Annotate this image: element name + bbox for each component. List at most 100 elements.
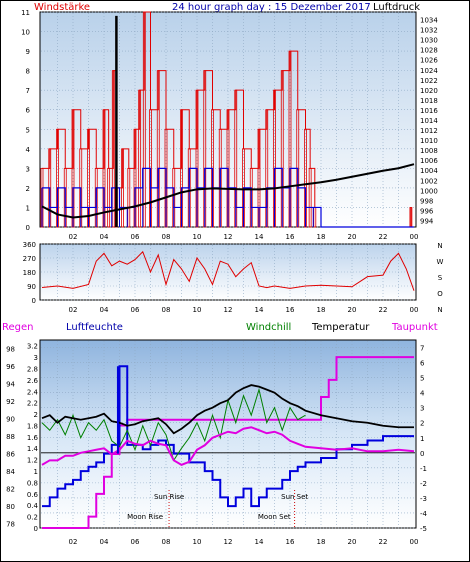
- taupunkt-y-tick: 6: [420, 360, 425, 368]
- direction-y-tick: 270: [23, 255, 36, 263]
- humidity-y-tick: 88: [6, 433, 15, 441]
- wind-y-tick: 4: [26, 146, 31, 154]
- pressure-y-tick: 1028: [420, 47, 438, 55]
- regen-y-tick: 1.6: [27, 434, 39, 442]
- wind-y-tick: 0: [26, 224, 30, 232]
- pressure-y-tick: 1014: [420, 117, 438, 125]
- bottom-x-tick: 06: [131, 538, 140, 546]
- pressure-y-tick: 994: [420, 217, 434, 225]
- humidity-y-tick: 86: [6, 451, 15, 459]
- pressure-y-tick: 1004: [420, 167, 438, 175]
- rain-line: [42, 356, 414, 529]
- pressure-line: [41, 163, 415, 219]
- regen-y-tick: 0.2: [27, 514, 38, 522]
- humidity-y-tick: 94: [6, 381, 15, 389]
- pressure-y-tick: 1016: [420, 107, 438, 115]
- taupunkt-y-tick: -4: [420, 510, 428, 518]
- regen-label: Regen: [2, 322, 34, 333]
- pressure-y-tick: 1012: [420, 127, 438, 135]
- humidity-line: [42, 365, 414, 508]
- sun-rise-label: Sun Rise: [154, 493, 184, 501]
- pressure-y-tick: 1024: [420, 67, 438, 75]
- bottom-x-tick: 20: [348, 538, 357, 546]
- humidity-y-tick: 96: [6, 363, 15, 371]
- wind-x-tick: 04: [100, 233, 109, 241]
- direction-y-tick: 90: [27, 283, 36, 291]
- wind-x-tick: 12: [224, 233, 233, 241]
- wind-y-tick: 5: [26, 126, 30, 134]
- moon-set-label: Moon Set: [258, 513, 291, 521]
- humidity-y-tick: 80: [6, 503, 15, 511]
- pressure-y-tick: 1020: [420, 87, 438, 95]
- compass-tick: N: [437, 306, 442, 314]
- bottom-x-tick: 12: [224, 538, 233, 546]
- regen-y-tick: 0: [34, 525, 38, 533]
- regen-y-tick: 1.4: [27, 445, 39, 453]
- taupunkt-y-tick: 2: [420, 420, 424, 428]
- moon-rise-label: Moon Rise: [127, 513, 163, 521]
- humidity-y-tick: 98: [6, 346, 15, 354]
- bottom-x-tick: 14: [255, 538, 264, 546]
- wind-y-tick: 6: [26, 107, 31, 115]
- pressure-y-tick: 1034: [420, 17, 438, 25]
- direction-y-tick: 180: [23, 269, 36, 277]
- regen-y-tick: 2.2: [27, 400, 38, 408]
- taupunkt-y-tick: -2: [420, 480, 427, 488]
- regen-y-tick: 2.4: [27, 388, 39, 396]
- compass-tick: O: [437, 290, 443, 298]
- direction-x-tick: 10: [193, 306, 202, 314]
- direction-x-tick: 00: [410, 306, 419, 314]
- wind-gust-line: [42, 11, 412, 228]
- pressure-y-tick: 1002: [420, 177, 438, 185]
- compass-tick: N: [437, 242, 442, 250]
- header-right-label: Luftdruck: [373, 2, 420, 13]
- wind-y-tick: 7: [26, 87, 30, 95]
- humidity-y-tick: 90: [6, 416, 15, 424]
- temperature-line: [41, 384, 414, 435]
- wind-y-tick: 3: [26, 165, 30, 173]
- wind-x-tick: 16: [286, 233, 295, 241]
- bottom-x-tick: 16: [286, 538, 295, 546]
- direction-x-tick: 08: [162, 306, 171, 314]
- direction-y-tick: 0: [32, 297, 36, 305]
- direction-x-tick: 06: [131, 306, 140, 314]
- pressure-y-tick: 1006: [420, 157, 438, 165]
- pressure-y-tick: 1000: [420, 187, 438, 195]
- direction-x-tick: 22: [379, 306, 388, 314]
- taupunkt-y-tick: 5: [420, 375, 424, 383]
- regen-y-tick: 0.4: [27, 502, 39, 510]
- wind-mean-line: [42, 167, 414, 228]
- wind-y-tick: 9: [26, 48, 30, 56]
- dewpoint-line: [41, 426, 415, 466]
- humidity-y-tick: 84: [6, 468, 15, 476]
- tick-layer: 0123456789101199499699810001002100410061…: [6, 9, 443, 546]
- wind-x-tick: 20: [348, 233, 357, 241]
- regen-y-tick: 1.2: [27, 457, 38, 465]
- taupunkt-y-tick: -1: [420, 465, 427, 473]
- regen-y-tick: 1: [34, 468, 38, 476]
- humidity-y-tick: 82: [6, 486, 15, 494]
- bottom-x-tick: 18: [317, 538, 326, 546]
- direction-x-tick: 16: [286, 306, 295, 314]
- direction-x-tick: 14: [255, 306, 264, 314]
- bottom-x-tick: 22: [379, 538, 388, 546]
- regen-y-tick: 3: [34, 354, 38, 362]
- taupunkt-y-tick: -3: [420, 495, 427, 503]
- header-title: 24 hour graph day : 15 Dezember 2017: [172, 2, 371, 13]
- wind-x-tick: 10: [193, 233, 202, 241]
- taupunkt-y-tick: 7: [420, 345, 424, 353]
- regen-y-tick: 2.6: [27, 377, 39, 385]
- wind-x-tick: 06: [131, 233, 140, 241]
- direction-x-tick: 18: [317, 306, 326, 314]
- wind-x-tick: 08: [162, 233, 171, 241]
- wind-direction-line: [41, 250, 415, 291]
- wind-x-tick: 00: [410, 233, 419, 241]
- taupunkt-y-tick: -5: [420, 525, 427, 533]
- taupunkt-y-tick: 0: [420, 450, 424, 458]
- bottom-x-tick: 08: [162, 538, 171, 546]
- direction-x-tick: 12: [224, 306, 233, 314]
- regen-y-tick: 2: [34, 411, 38, 419]
- pressure-y-tick: 1022: [420, 77, 438, 85]
- wind-x-tick: 18: [317, 233, 326, 241]
